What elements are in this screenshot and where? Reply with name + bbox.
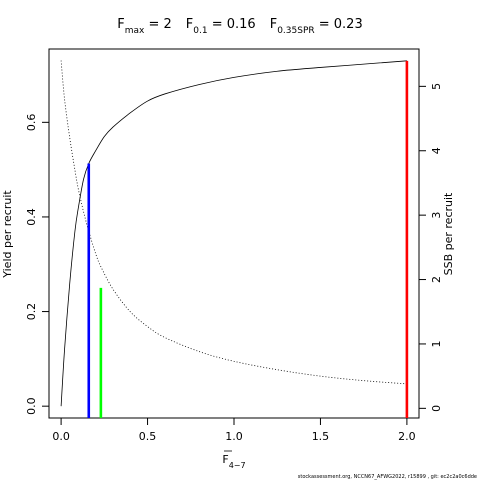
title-part-value: = 2 (144, 17, 171, 32)
y-right-tick-label: 3 (430, 212, 443, 219)
title-part-subscript: max (125, 26, 145, 36)
title-part-0: F (117, 17, 124, 32)
y-right-tick-label: 5 (430, 83, 443, 90)
chart-title: Fmax = 2 F0.1 = 0.16 F0.35SPR = 0.23 (117, 17, 362, 36)
y-right-axis: 0 1 2 3 4 5 (418, 83, 443, 412)
x-tick-label: 0.5 (139, 430, 157, 443)
x-label-main: F (222, 453, 228, 466)
title-part-subscript: 0.35SPR (277, 26, 314, 36)
title-part-2: F (270, 17, 277, 32)
y-left-tick-label: 0.0 (25, 397, 38, 415)
y-left-axis-label: Yield per recruit (1, 190, 14, 279)
x-axis-label: F4−7 (222, 453, 245, 470)
y-right-tick-label: 2 (430, 276, 443, 283)
x-label-subscript: 4−7 (229, 461, 246, 470)
title-part-1: F (186, 17, 193, 32)
x-tick-label: 1.0 (225, 430, 243, 443)
yield-per-recruit-line (60, 60, 407, 407)
y-right-tick-label: 1 (430, 340, 443, 347)
footer-text: stockassessment.org, NCCN67_AFWG2022, r1… (298, 474, 477, 480)
title-part-value: = 0.16 (208, 17, 256, 32)
title-part-value: = 0.23 (315, 17, 363, 32)
x-tick-label: 2.0 (398, 430, 416, 443)
x-tick-label: 1.5 (312, 430, 330, 443)
y-left-tick-label: 0.2 (25, 303, 38, 321)
y-right-axis-label: SSB per recruit (442, 192, 455, 275)
y-right-tick-label: 4 (430, 147, 443, 154)
x-tick-label: 0.0 (52, 430, 70, 443)
y-left-tick-label: 0.6 (25, 114, 38, 132)
y-left-axis: 0.0 0.2 0.4 0.6 (25, 114, 50, 415)
ssb-per-recruit-line (60, 60, 407, 385)
x-axis: 0.0 0.5 1.0 1.5 2.0 (52, 417, 416, 443)
series-group (60, 60, 407, 407)
reference-lines (87, 60, 409, 418)
plot-frame (48, 48, 420, 419)
y-right-tick-label: 0 (430, 405, 443, 412)
y-left-tick-label: 0.4 (25, 208, 38, 226)
title-part-subscript: 0.1 (193, 26, 207, 36)
